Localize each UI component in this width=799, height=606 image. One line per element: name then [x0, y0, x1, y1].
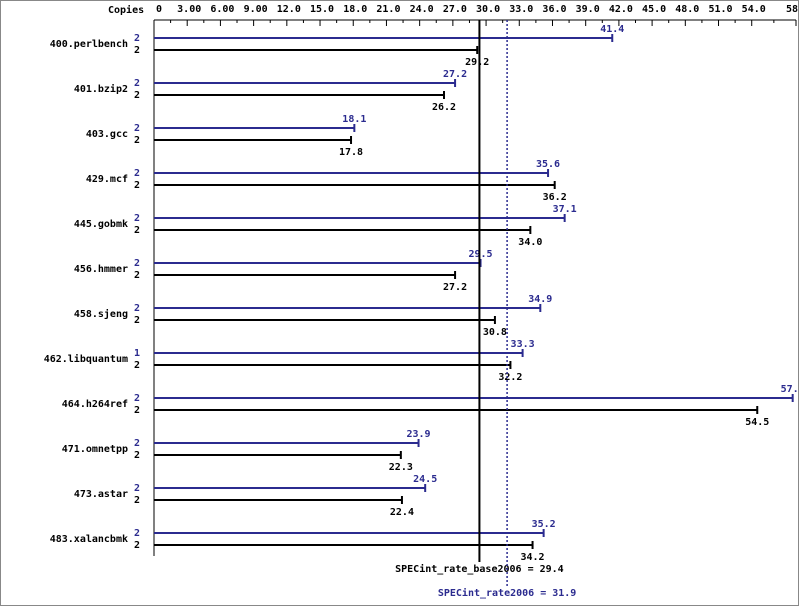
- category-label: 462.libquantum: [44, 353, 128, 365]
- x-tick-label: 12.0: [277, 4, 301, 15]
- category-label: 445.gobmk: [74, 219, 128, 230]
- x-tick-label: 15.0: [310, 4, 334, 15]
- value-label: 37.1: [553, 204, 577, 215]
- x-tick-label: 58.0: [786, 4, 799, 15]
- copies-label: 2: [134, 393, 140, 404]
- x-tick-label: 0: [156, 4, 162, 15]
- value-label: 22.3: [389, 462, 413, 473]
- value-label: 35.6: [536, 159, 560, 170]
- value-label: 17.8: [339, 147, 363, 158]
- copies-label: 2: [134, 270, 140, 281]
- copies-label: 2: [134, 45, 140, 56]
- x-tick-label: 9.00: [244, 4, 268, 15]
- category-label: 429.mcf: [86, 174, 128, 185]
- copies-label: 2: [134, 483, 140, 494]
- value-label: 34.0: [518, 237, 542, 248]
- category-label: 471.omnetpp: [62, 444, 128, 455]
- x-tick-label: 18.0: [343, 4, 367, 15]
- copies-label: 2: [134, 33, 140, 44]
- copies-label: 2: [134, 258, 140, 269]
- value-label: 35.2: [532, 519, 556, 530]
- copies-label: 2: [134, 225, 140, 236]
- axis-label: Copies: [108, 4, 144, 16]
- x-tick-label: 6.00: [210, 4, 234, 15]
- value-label: 22.4: [390, 507, 414, 518]
- copies-label: 2: [134, 495, 140, 506]
- category-label: 403.gcc: [86, 129, 128, 140]
- value-label: 34.9: [528, 294, 552, 305]
- x-tick-label: 27.0: [443, 4, 467, 15]
- copies-label: 2: [134, 180, 140, 191]
- copies-label: 2: [134, 213, 140, 224]
- x-tick-label: 24.0: [410, 4, 434, 15]
- x-tick-label: 21.0: [376, 4, 400, 15]
- category-label: 400.perlbench: [50, 39, 128, 50]
- value-label: 27.2: [443, 69, 467, 80]
- category-label: 473.astar: [74, 489, 128, 500]
- x-tick-label: 42.0: [609, 4, 633, 15]
- x-tick-label: 33.0: [509, 4, 533, 15]
- copies-label: 2: [134, 90, 140, 101]
- value-label: 18.1: [342, 114, 366, 125]
- copies-label: 2: [134, 438, 140, 449]
- copies-label: 2: [134, 78, 140, 89]
- value-label: 41.4: [600, 24, 624, 35]
- x-tick-label: 3.00: [177, 4, 201, 15]
- category-label: 456.hmmer: [74, 264, 128, 275]
- copies-label: 2: [134, 303, 140, 314]
- copies-label: 2: [134, 405, 140, 416]
- copies-label: 2: [134, 360, 140, 371]
- copies-label: 1: [134, 348, 140, 359]
- value-label: 24.5: [413, 474, 437, 485]
- x-tick-label: 51.0: [708, 4, 732, 15]
- x-tick-label: 54.0: [742, 4, 766, 15]
- category-label: 483.xalancbmk: [50, 534, 128, 545]
- copies-label: 2: [134, 135, 140, 146]
- value-label: 32.2: [498, 372, 522, 383]
- copies-label: 2: [134, 528, 140, 539]
- value-label: 54.5: [745, 417, 769, 428]
- x-tick-label: 30.0: [476, 4, 500, 15]
- x-tick-label: 45.0: [642, 4, 666, 15]
- value-label: 30.8: [483, 327, 507, 338]
- reference-label: SPECint_rate_base2006 = 29.4: [395, 563, 564, 575]
- value-label: 27.2: [443, 282, 467, 293]
- category-label: 401.bzip2: [74, 83, 128, 95]
- copies-label: 2: [134, 168, 140, 179]
- value-label: 36.2: [543, 192, 567, 203]
- category-label: 458.sjeng: [74, 308, 128, 320]
- x-tick-label: 39.0: [576, 4, 600, 15]
- value-label: 34.2: [521, 552, 545, 563]
- x-tick-label: 36.0: [542, 4, 566, 15]
- value-label: 26.2: [432, 102, 456, 113]
- copies-label: 2: [134, 123, 140, 134]
- value-label: 29.5: [468, 249, 492, 260]
- value-label: 29.2: [465, 57, 489, 68]
- copies-label: 2: [134, 315, 140, 326]
- value-label: 57.7: [781, 384, 799, 395]
- copies-label: 2: [134, 540, 140, 551]
- value-label: 33.3: [511, 339, 535, 350]
- copies-label: 2: [134, 450, 140, 461]
- category-label: 464.h264ref: [62, 399, 128, 410]
- reference-label: SPECint_rate2006 = 31.9: [438, 587, 576, 599]
- x-tick-label: 48.0: [675, 4, 699, 15]
- value-label: 23.9: [407, 429, 431, 440]
